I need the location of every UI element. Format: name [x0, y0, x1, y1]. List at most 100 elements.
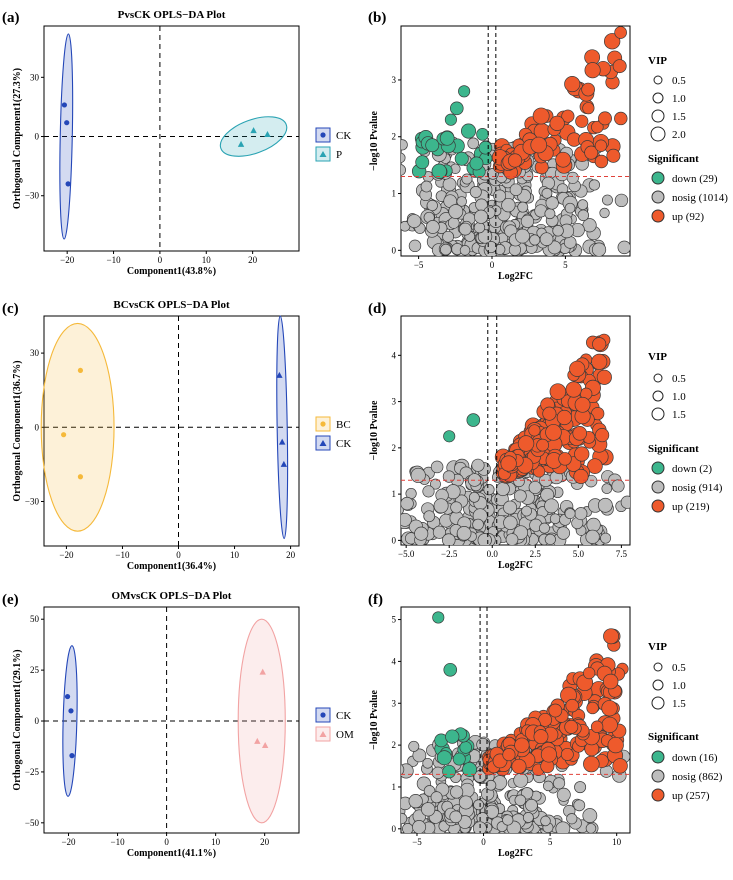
nosig-point — [375, 532, 388, 545]
confidence-ellipse-om — [237, 618, 286, 824]
down-point — [445, 729, 460, 744]
down-point — [476, 128, 489, 141]
nosig-point — [347, 798, 360, 811]
x-tick-label: −10 — [111, 837, 126, 847]
x-tick-label: −20 — [61, 837, 76, 847]
y-tick-label: 25 — [30, 665, 40, 675]
sample-point-p — [237, 140, 245, 147]
y-tick-label: −50 — [25, 818, 40, 828]
sample-point-ck — [69, 753, 75, 759]
up-point — [532, 107, 550, 125]
up-point — [564, 719, 579, 734]
nosig-point — [563, 236, 577, 249]
up-point — [548, 703, 563, 718]
panel-label-f: (f) — [368, 592, 383, 608]
up-point — [601, 716, 618, 734]
legend-label-om: OM — [336, 729, 354, 741]
nosig-point — [359, 820, 372, 833]
nosig-point — [503, 500, 518, 515]
nosig-point — [566, 171, 579, 184]
y-axis-label: −log10 Pvalue — [369, 111, 380, 171]
vip-size-1-b — [652, 92, 664, 104]
nosig-point — [387, 760, 398, 771]
up-point — [502, 748, 516, 762]
chart-title: BCvsCK OPLS−DA Plot — [113, 299, 230, 311]
sample-point-bc — [77, 474, 84, 480]
nosig-point — [458, 795, 473, 810]
y-tick-label: 0 — [35, 716, 40, 726]
y-tick-label: 0 — [392, 535, 397, 545]
x-tick-label: 0 — [158, 255, 163, 265]
legend-vip-title-b: VIP — [648, 55, 667, 67]
nosig-point — [574, 781, 587, 794]
confidence-ellipse-ck — [59, 33, 74, 240]
x-tick-label: 20 — [286, 550, 296, 560]
y-tick-label: 5 — [392, 615, 397, 625]
nosig-point — [376, 812, 386, 822]
nosig-point — [407, 214, 422, 229]
legend-label-bc: BC — [336, 419, 351, 431]
x-tick-label: 5 — [563, 260, 568, 270]
up-point — [584, 145, 599, 160]
x-axis-label: Component1(43.8%) — [127, 266, 216, 277]
nosig-point — [545, 196, 559, 210]
nosig-point — [456, 196, 467, 207]
y-tick-label: 0 — [392, 245, 397, 255]
nosig-point — [585, 823, 597, 833]
sig-down-label-d: down (2) — [672, 463, 712, 475]
legend-d: VIP 0.5 1.0 1.5 Significant down (2) nos… — [648, 351, 723, 513]
sample-point-om — [254, 737, 261, 744]
nosig-point — [408, 740, 420, 752]
legend-label-ck-e: CK — [336, 710, 351, 722]
vip-label-2-d: 1.5 — [672, 409, 686, 421]
y-tick-label: 1 — [392, 489, 397, 499]
up-point — [514, 737, 530, 753]
nosig-point — [401, 496, 414, 511]
nosig-point — [401, 164, 406, 176]
nosig-point — [430, 478, 441, 490]
nosig-point — [513, 772, 529, 788]
confidence-ellipse-p — [219, 116, 288, 157]
nosig-point — [355, 466, 366, 477]
x-tick-label: −20 — [59, 550, 74, 560]
nosig-point — [449, 810, 462, 824]
panel-label-d: (d) — [368, 301, 386, 317]
down-point — [462, 762, 478, 777]
up-point — [581, 82, 595, 97]
nosig-point — [501, 197, 516, 213]
nosig-point — [614, 193, 629, 208]
nosig-point — [468, 491, 480, 503]
nosig-point — [517, 201, 529, 213]
nosig-point — [381, 516, 393, 528]
down-point — [432, 611, 445, 624]
x-tick-label: −5 — [414, 260, 424, 270]
plot-frame — [43, 606, 300, 834]
nosig-point — [597, 497, 613, 513]
nosig-point — [344, 802, 357, 815]
nosig-point — [620, 495, 630, 509]
nosig-point — [544, 208, 556, 220]
nosig-point — [401, 823, 414, 833]
up-point — [586, 701, 599, 715]
up-point — [591, 353, 608, 370]
up-point — [565, 698, 579, 713]
up-point — [500, 455, 517, 472]
nosig-point — [442, 470, 456, 483]
up-point — [594, 139, 608, 152]
nosig-point — [345, 756, 359, 770]
up-point — [560, 747, 574, 761]
nosig-point — [555, 821, 571, 833]
nosig-point — [484, 804, 499, 819]
up-point — [584, 62, 601, 79]
y-tick-label: 0 — [392, 824, 397, 834]
nosig-point — [442, 230, 455, 243]
plot-1: −5 0 5 0 1 2 3 Log2FC −log10 Pvalue — [369, 25, 631, 282]
up-point — [614, 111, 628, 126]
down-point — [431, 163, 447, 179]
nosig-point — [371, 473, 385, 487]
vip-label-0-b: 0.5 — [672, 75, 686, 87]
up-point — [573, 468, 589, 485]
legend-marker-ck-e — [320, 712, 326, 718]
nosig-point — [432, 525, 447, 539]
